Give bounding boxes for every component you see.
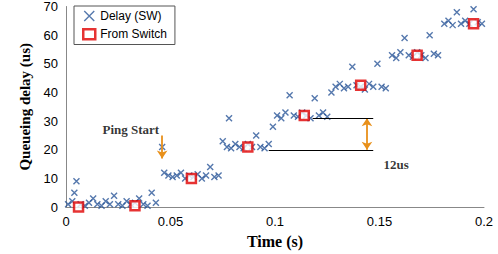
svg-text:20: 20 (44, 142, 58, 157)
svg-text:12us: 12us (384, 157, 409, 172)
svg-text:Time (s): Time (s) (247, 233, 303, 251)
svg-text:Delay (SW): Delay (SW) (100, 9, 161, 23)
svg-text:Queueing delay (us): Queueing delay (us) (17, 43, 34, 171)
svg-text:From Switch: From Switch (100, 27, 167, 41)
svg-text:50: 50 (44, 56, 58, 71)
svg-text:70: 70 (44, 0, 58, 14)
svg-text:0.15: 0.15 (367, 214, 392, 229)
svg-text:Ping Start: Ping Start (102, 122, 159, 137)
svg-text:0.1: 0.1 (266, 214, 284, 229)
svg-text:30: 30 (44, 114, 58, 129)
svg-text:10: 10 (44, 171, 58, 186)
svg-text:0: 0 (51, 200, 58, 215)
svg-text:60: 60 (44, 28, 58, 43)
svg-text:0.2: 0.2 (475, 214, 493, 229)
svg-text:0: 0 (62, 214, 69, 229)
svg-text:40: 40 (44, 85, 58, 100)
svg-text:0.05: 0.05 (158, 214, 183, 229)
